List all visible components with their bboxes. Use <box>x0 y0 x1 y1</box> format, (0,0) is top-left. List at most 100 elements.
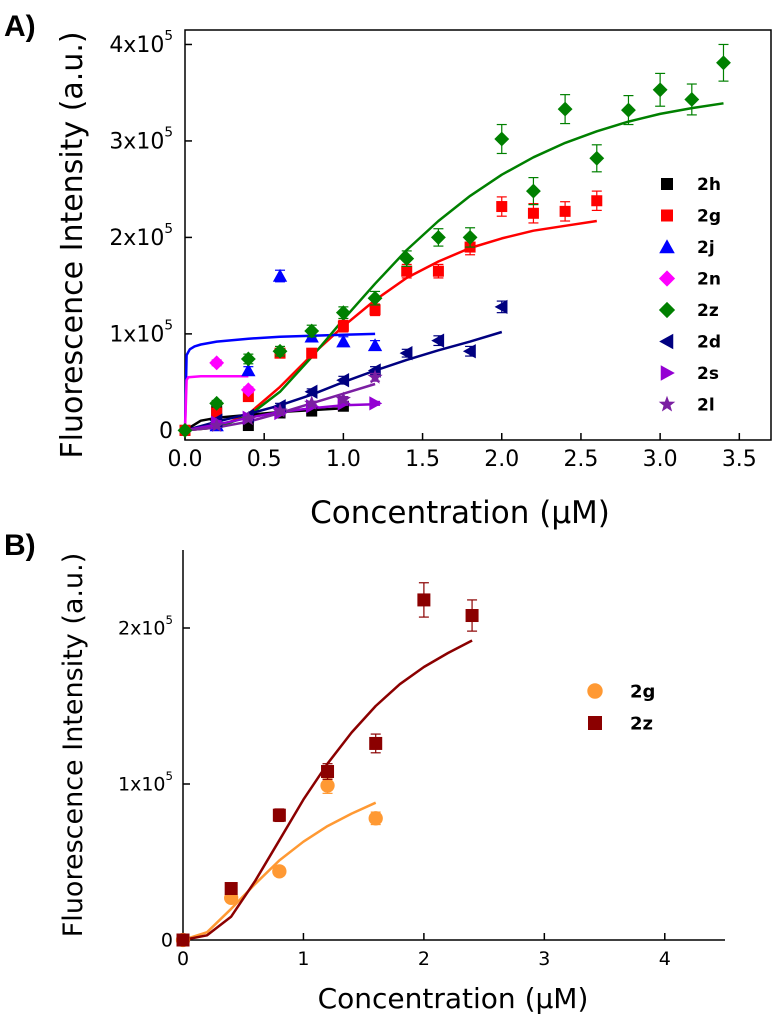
panel-b-fit-curve-2g <box>182 801 377 942</box>
panel-a-point-2j <box>367 338 383 352</box>
panel-b-x-tick-label: 2 <box>418 948 430 970</box>
panel-a-point-2g <box>432 265 444 277</box>
panel-a-point-2z <box>177 422 193 438</box>
panel-a-y-tick-label: 4x105 <box>109 28 173 58</box>
panel-b-data-points <box>175 582 479 948</box>
panel-a-point-2n <box>240 382 256 398</box>
panel-a-x-tick-label: 2.5 <box>563 447 598 472</box>
panel-a-point-2g <box>591 195 603 207</box>
panel-a-legend-marker-2j <box>659 239 675 254</box>
panel-a-point-2z <box>240 351 256 367</box>
panel-a-point-2j <box>272 268 288 282</box>
panel-a-y-tick-label: 0 <box>159 419 173 444</box>
panel-a-point-2n <box>209 355 225 371</box>
panel-a-point-2z <box>399 251 415 267</box>
panel-a-legend-label-2j: 2j <box>697 238 715 258</box>
panel-b-x-ticks: 0 1 2 3 4 <box>177 933 671 970</box>
panel-b-point-2z <box>465 609 479 623</box>
panel-a-point-2z <box>272 343 288 359</box>
panel-a-label: A) <box>4 10 36 43</box>
panel-a-point-2z <box>716 55 731 71</box>
panel-a-legend-label-2h: 2h <box>697 175 721 195</box>
panel-a-point-2g <box>306 347 318 359</box>
panel-a-x-tick-label: 1.5 <box>405 447 440 472</box>
panel-a-legend-label-2n: 2n <box>697 270 721 290</box>
panel-a-point-2l <box>272 403 288 418</box>
panel-a-x-tick-label: 0.5 <box>247 447 282 472</box>
panel-b-y-tick-base: 1x10 <box>118 774 166 796</box>
panel-a-point-2l <box>240 410 256 426</box>
panel-a-series-2g <box>179 190 603 436</box>
panel-b-point-2z <box>272 808 286 822</box>
panel-a-x-tick-label: 0.0 <box>168 447 203 472</box>
panel-a-x-ticks: 0.0 0.5 1.0 1.5 2.0 2.5 3.0 3.5 <box>168 433 757 472</box>
panel-a-point-2d <box>399 346 413 361</box>
panel-a-point-2d <box>336 373 350 388</box>
panel-a-series-2n <box>209 355 256 398</box>
panel-a-point-2z <box>652 82 668 98</box>
panel-a-y-tick-base: 1x10 <box>109 323 164 348</box>
panel-a-point-2z <box>209 395 225 411</box>
panel-a-point-2j <box>241 363 256 377</box>
panel-b-series-2g <box>175 777 383 948</box>
panel-a-point-2d <box>462 344 476 359</box>
panel-a-point-2g <box>211 407 223 419</box>
panel-a-x-tick-label: 3.5 <box>722 447 757 472</box>
panel-a-point-2g <box>401 265 413 277</box>
panel-a-point-2l <box>335 391 351 406</box>
panel-a-legend-marker-2d <box>659 333 674 350</box>
panel-a-point-2z <box>335 305 351 321</box>
panel-a-y-tick-exponent: 5 <box>164 221 173 237</box>
panel-a-point-2z <box>557 101 573 117</box>
panel-b-x-tick-label: 0 <box>177 948 189 970</box>
panel-b-point-2z <box>369 736 383 750</box>
panel-a-point-2d <box>431 333 445 348</box>
panel-a-legend-marker-2n <box>658 270 676 287</box>
panel-b-x-axis-title: Concentration (μM) <box>318 982 589 1015</box>
panel-a-point-2z <box>684 92 700 107</box>
panel-b-legend-label-2z: 2z <box>630 713 653 734</box>
panel-b-y-tick-base: 0 <box>161 930 173 952</box>
panel-a-fit-curve-2z <box>184 102 724 432</box>
panel-a-point-2l <box>367 369 383 384</box>
panel-a-y-tick-base: 3x10 <box>109 130 164 155</box>
panel-a-y-tick-label: 2x105 <box>109 221 173 251</box>
panel-b-y-tick-label: 2x105 <box>118 613 173 639</box>
panel-a-x-tick-label: 3.0 <box>643 447 678 472</box>
panel-a-legend-marker-2s <box>660 365 675 381</box>
panel-a-y-tick-exponent: 5 <box>164 125 173 141</box>
panel-b-y-ticks: 0 1x105 2x105 <box>118 613 190 952</box>
panel-b-x-tick-label: 1 <box>297 948 309 970</box>
panel-b-legend-label-2g: 2g <box>630 681 655 702</box>
panel-a-legend-label-2z: 2z <box>697 301 719 321</box>
panel-a-legend-label-2d: 2d <box>697 333 721 353</box>
panel-a-point-2l <box>304 395 320 410</box>
panel-a-legend-label-2s: 2s <box>697 364 719 384</box>
panel-a-legend-label-2g: 2g <box>697 207 721 227</box>
panel-b-legend: 2g 2z <box>587 681 655 734</box>
panel-b-x-tick-label: 4 <box>659 948 671 970</box>
panel-b-point-2g <box>272 864 287 879</box>
panel-a-point-2j <box>336 334 351 348</box>
panel-b-y-tick-label: 1x105 <box>118 769 173 795</box>
panel-b-legend-marker-2z <box>588 716 602 730</box>
panel-a-point-2h <box>306 405 318 417</box>
panel-b-x-tick-label: 3 <box>538 948 550 970</box>
panel-b-y-tick-exponent: 5 <box>166 769 174 783</box>
panel-a-legend-marker-2l <box>658 395 676 412</box>
panel-a-y-tick-label: 3x105 <box>109 125 173 155</box>
panel-a-point-2l <box>209 417 225 432</box>
panel-a-legend-label-2l: 2l <box>697 396 715 416</box>
panel-a-y-axis-title: Fluorescence Intensity (a.u.) <box>55 31 90 458</box>
panel-a-point-2d <box>367 363 381 378</box>
panel-a-x-tick-label: 1.0 <box>326 447 361 472</box>
panel-b-point-2z <box>321 765 335 779</box>
panel-a-y-tick-exponent: 5 <box>164 317 173 333</box>
panel-a: A) 0.0 0.5 1.0 1.5 2.0 2.5 3.0 3.5 01x1052x1053… <box>4 10 772 531</box>
panel-b-point-2g <box>368 811 383 826</box>
panel-a-point-2d <box>304 384 318 399</box>
panel-a-point-2g <box>369 304 381 316</box>
panel-a-y-tick-base: 4x10 <box>109 33 164 58</box>
